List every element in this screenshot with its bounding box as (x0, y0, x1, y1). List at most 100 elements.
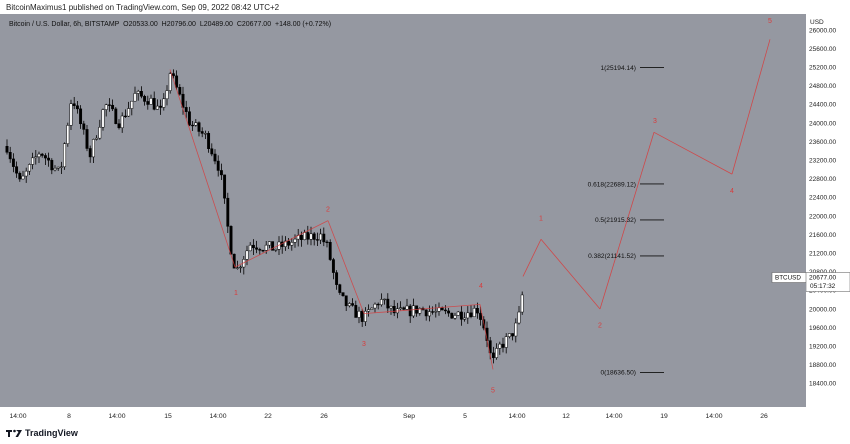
candle-body (351, 303, 355, 306)
candle-body (267, 241, 271, 246)
low-value: 20489.00 (203, 21, 233, 28)
candle-body (37, 153, 41, 158)
candle-body (178, 87, 182, 95)
time-axis[interactable]: 14:00 8 14:00 15 14:00 22 26 Sep 5 14:00 12 14:00 19… (0, 407, 806, 423)
candle-body (312, 233, 316, 240)
fib-level-label: 0.382(21141.52) (588, 253, 636, 260)
current-price-badge (806, 272, 850, 292)
chart-area[interactable]: 1 2 3 4 5 1 2 3 4 5 1(25194.14) 0.618(22689.12) 0.5(… (0, 14, 806, 407)
candlestick-chart[interactable]: 1 2 3 4 5 1 2 3 4 5 1(25194.14) 0.618(22689.12) 0.5(… (0, 14, 806, 407)
candle-body (165, 90, 169, 100)
projected-wave-label: 4 (730, 188, 734, 195)
candle-body (146, 101, 150, 105)
candle-body (315, 239, 319, 241)
candle-body (450, 312, 454, 319)
projected-wave-label: 1 (539, 216, 543, 223)
symbol-tag-label: BTCUSD (775, 275, 801, 282)
candle-body (456, 311, 460, 316)
time-tick-label: 14:00 (508, 413, 525, 420)
candle-body (66, 125, 70, 144)
candle-body (69, 103, 73, 126)
candle-body (245, 250, 249, 260)
candle-body (357, 310, 361, 318)
fib-level-label: 0.618(22689.12) (588, 181, 636, 188)
candle-body (347, 303, 351, 307)
time-tick-label: 26 (760, 413, 768, 420)
candles-group (5, 69, 524, 364)
past-wave-segment (234, 220, 329, 268)
candle-body (104, 104, 108, 110)
candle-body (299, 235, 303, 240)
candle-body (162, 98, 166, 108)
candle-body (139, 91, 143, 97)
candle-body (383, 298, 387, 301)
price-tick-label: 25600.00 (809, 46, 836, 53)
candle-body (511, 333, 515, 337)
candle-body (159, 105, 163, 108)
candle-body (53, 167, 57, 171)
candle-body (303, 232, 307, 240)
close-label: C (236, 21, 242, 28)
candle-body (136, 91, 140, 94)
candle-body (72, 103, 76, 106)
price-tick-label: 22400.00 (809, 195, 836, 202)
current-price-value: 20677.00 (809, 275, 836, 282)
candle-body (405, 305, 409, 310)
projected-wave-lines (522, 39, 771, 310)
candle-body (501, 343, 505, 348)
symbol-tag: BTCUSD (771, 272, 806, 283)
candle-body (56, 166, 60, 169)
candle-body (370, 307, 374, 310)
past-wave-segment (363, 303, 481, 315)
candle-body (168, 73, 172, 91)
candle-body (293, 238, 297, 243)
time-tick-label: 5 (463, 413, 467, 420)
candle-body (424, 309, 428, 317)
price-tick-label: 19200.00 (809, 344, 836, 351)
past-wave-label: 4 (479, 283, 483, 290)
candle-body (306, 232, 310, 240)
candle-body (152, 98, 156, 110)
candle-body (203, 133, 207, 135)
candle-body (354, 305, 358, 318)
price-tick-label: 26000.00 (809, 27, 836, 34)
projected-wave-segment (540, 238, 601, 310)
change-value: +148.00 (+0.72%) (274, 21, 332, 28)
candle-body (373, 303, 377, 309)
projected-wave-segment (653, 131, 733, 175)
candle-body (207, 133, 211, 149)
candle-body (309, 233, 313, 240)
candle-body (517, 311, 521, 324)
candle-body (402, 307, 406, 310)
candle-body (283, 240, 287, 247)
candle-body (331, 259, 335, 273)
tradingview-brand: TradingView (25, 428, 78, 438)
candle-body (431, 311, 435, 313)
candle-body (491, 352, 495, 358)
footer: TradingView (6, 428, 78, 438)
candle-body (111, 104, 115, 110)
candle-body (43, 155, 47, 159)
projected-wave-label: 5 (768, 18, 772, 25)
price-tick-label: 24800.00 (809, 83, 836, 90)
open-value: 20533.00 (128, 21, 158, 28)
candle-body (59, 166, 63, 168)
candle-body (411, 305, 415, 317)
candle-body (31, 157, 35, 165)
candle-body (440, 307, 444, 311)
chart-legend: Bitcoin / U.S. Dollar, 6h, BITSTAMP O205… (9, 21, 331, 28)
past-wave-label: 3 (362, 341, 366, 348)
symbol-title[interactable]: Bitcoin / U.S. Dollar, 6h, BITSTAMP (9, 21, 120, 28)
price-tick-label: 25200.00 (809, 65, 836, 72)
candle-body (197, 122, 201, 132)
candle-body (143, 96, 147, 102)
high-value: 20796.00 (166, 21, 196, 28)
time-tick-label: 14:00 (209, 413, 226, 420)
candle-body (239, 266, 243, 269)
candle-body (463, 317, 467, 320)
candle-body (399, 307, 403, 310)
price-axis[interactable]: USD 26000.00 25600.00 25200.00 24800.00 24400… (806, 14, 850, 407)
candle-body (75, 105, 79, 110)
candle-body (389, 305, 393, 309)
candle-body (520, 294, 524, 313)
